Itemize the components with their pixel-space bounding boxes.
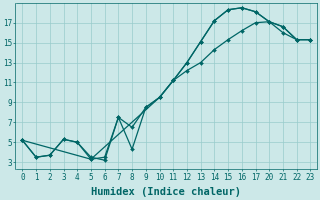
X-axis label: Humidex (Indice chaleur): Humidex (Indice chaleur) [92, 187, 241, 197]
